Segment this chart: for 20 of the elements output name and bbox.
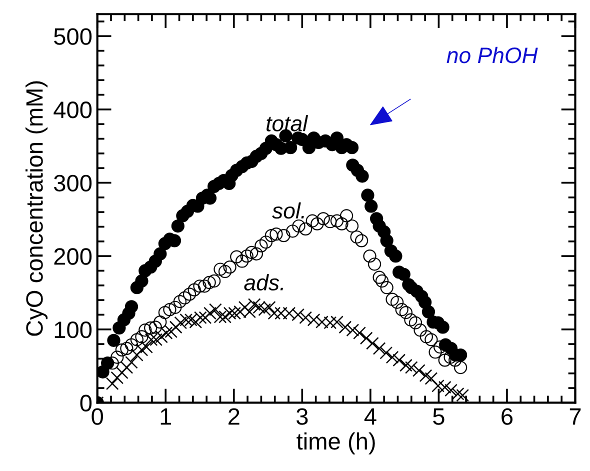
x-tick-label: 3: [296, 408, 308, 425]
x-tick-label: 2: [228, 408, 240, 425]
series-label: sol.: [272, 202, 304, 219]
x-tick-label: 5: [433, 408, 444, 425]
y-tick-label: 400: [54, 102, 92, 118]
x-tick-label: 6: [502, 408, 513, 425]
y-tick-label: 100: [54, 321, 92, 338]
x-tick-label: 4: [364, 408, 376, 425]
series-label: total: [266, 115, 308, 132]
y-tick-label: 500: [54, 28, 92, 45]
annotation: no PhOH: [446, 46, 538, 64]
x-tick-label: 7: [570, 408, 581, 425]
x-axis-title: time (h): [296, 432, 375, 454]
y-axis-title: CyO concentration (mM): [26, 81, 48, 336]
y-tick-label: 0: [80, 394, 92, 412]
x-tick-label: 0: [92, 408, 103, 425]
series-label: ads.: [244, 274, 283, 291]
y-tick-label: 300: [54, 174, 92, 192]
y-tick-label: 200: [54, 248, 92, 265]
x-tick-label: 1: [160, 408, 172, 425]
